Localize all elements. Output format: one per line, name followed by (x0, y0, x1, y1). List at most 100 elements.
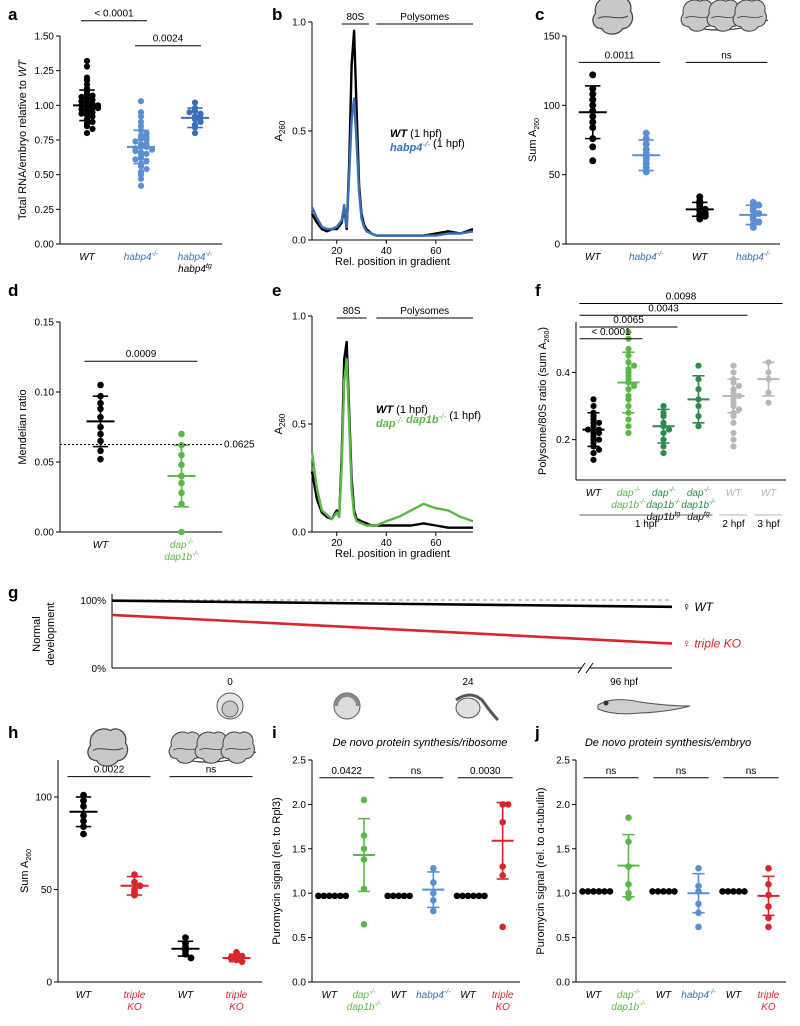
data-point (730, 429, 737, 437)
y-tick-label: 0.00 (35, 240, 55, 251)
data-point (589, 71, 597, 79)
y-tick-label: 1.5 (556, 844, 570, 855)
x-category-label: WT (322, 990, 338, 1001)
y-tick-label: 1.0 (292, 889, 306, 900)
x-tick-label: 40 (381, 246, 393, 257)
x-category-label: KO (761, 1002, 776, 1013)
y-tick-label: 1.50 (35, 32, 55, 43)
x-category-label: WT (726, 488, 742, 499)
x-category-label: KO (127, 1002, 142, 1013)
body (455, 693, 500, 722)
data-point (755, 218, 763, 226)
panel-title: De novo protein synthesis/embryo (585, 737, 751, 749)
x-category-label: dap-/- (652, 487, 676, 499)
larva-eye (603, 700, 609, 706)
series-line (111, 613, 673, 645)
data-point (430, 907, 437, 915)
x-category-label: WT (93, 540, 109, 551)
p-value-label: 0.0024 (153, 34, 184, 45)
y-tick-label: 0.5 (292, 127, 306, 138)
y-tick-label: 0.4 (556, 368, 570, 379)
data-point (89, 113, 96, 120)
panel-d: 0.00 0.05 0.10 0.15 Mendelian ratio WT dap-/-d… (17, 318, 255, 564)
data-point (730, 443, 737, 450)
data-point (749, 223, 757, 231)
series-line (310, 340, 473, 529)
data-point (78, 110, 85, 117)
y-tick-label: 150 (543, 32, 560, 43)
data-point (406, 892, 413, 900)
x-tick-label: 40 (381, 538, 393, 549)
data-point (83, 123, 91, 130)
x-category-label: WT (76, 990, 92, 1001)
panel-title: De novo protein synthesis/ribosome (333, 737, 508, 749)
x-axis-label: Rel. position in gradient (335, 548, 450, 560)
panel-letter: h (8, 723, 18, 742)
panel-f: 0.2 0.4 Polysome/80S ratio (sum A260) WT dap… (537, 292, 786, 530)
axis-break (585, 662, 594, 674)
x-category-label: WT (585, 252, 601, 263)
x-category-label: triple (758, 990, 780, 1001)
p-value-label: 0.0022 (94, 765, 125, 776)
panel-i: 0.0 0.5 1.0 1.5 2.0 2.5 Puromycin signal (rel.… (271, 756, 520, 1013)
ribosome-shape (220, 731, 255, 764)
data-point (143, 157, 150, 164)
x-category-label: habp4-/- (124, 251, 159, 263)
series-line (310, 97, 474, 237)
p-value-label: ns (721, 50, 732, 61)
y-axis-label: Puromycin signal (rel. to Rpl3) (271, 797, 283, 944)
polysome-icon-h (168, 731, 257, 764)
y-tick-label: 1.25 (35, 66, 55, 77)
x-category-label: WT (391, 990, 407, 1001)
polysome-icon-c (680, 0, 769, 32)
p-value-label: 0.0030 (470, 766, 501, 777)
data-point (132, 147, 139, 155)
y-tick-label: 1.00 (35, 101, 55, 112)
p-value-label: ns (411, 766, 422, 777)
data-point (606, 888, 614, 895)
y-axis-label: A260 (273, 120, 287, 141)
y-tick-label: 2.0 (556, 800, 570, 811)
data-point (625, 416, 632, 423)
x-category-label: dap1b-/- (164, 551, 199, 563)
panel-letter: d (8, 281, 18, 300)
x-tick-label: 0 (227, 677, 233, 688)
data-point (178, 528, 185, 536)
panel-g: 100% 0% Normal development ♀ WT ♀ triple KO 0 2… (31, 594, 741, 722)
data-point (749, 198, 757, 206)
region-label: 80S (343, 306, 361, 317)
data-point (765, 399, 772, 406)
legend-entry: WT (1 hpf) (376, 404, 428, 416)
panel-letter: i (272, 723, 277, 742)
data-point (660, 402, 667, 410)
x-category-label: dap1b-/- (611, 1001, 646, 1013)
data-point (499, 923, 506, 931)
data-point (137, 163, 145, 170)
data-point (630, 382, 638, 389)
axis-break (577, 662, 586, 674)
y-tick-label: 1.5 (292, 844, 306, 855)
data-point (695, 923, 702, 931)
data-point (730, 413, 737, 420)
data-point (137, 98, 145, 105)
ribosome-icon (732, 0, 767, 32)
y-tick-label: 2.0 (292, 800, 306, 811)
y-tick-label: 0.50 (35, 170, 55, 181)
data-point (730, 436, 737, 443)
data-point (595, 446, 603, 453)
x-category-label: habp4-/- (736, 251, 771, 263)
y-axis-label: Polysome/80S ratio (sum A260) (537, 327, 551, 475)
y-tick-label: 2.5 (556, 756, 570, 767)
data-point (360, 920, 368, 928)
yolk (455, 697, 481, 719)
p-value-label: 0.0043 (648, 303, 679, 314)
ribosome-groove (92, 747, 124, 751)
x-tick-label: 20 (331, 246, 343, 257)
p-value-label: 0.0011 (605, 50, 635, 61)
data-point (589, 157, 597, 165)
data-point (186, 109, 193, 116)
p-value-label: ns (746, 766, 757, 777)
x-tick-label: 96 hpf (610, 677, 638, 688)
data-point (695, 362, 702, 369)
y-tick-label: 0.5 (292, 420, 306, 431)
